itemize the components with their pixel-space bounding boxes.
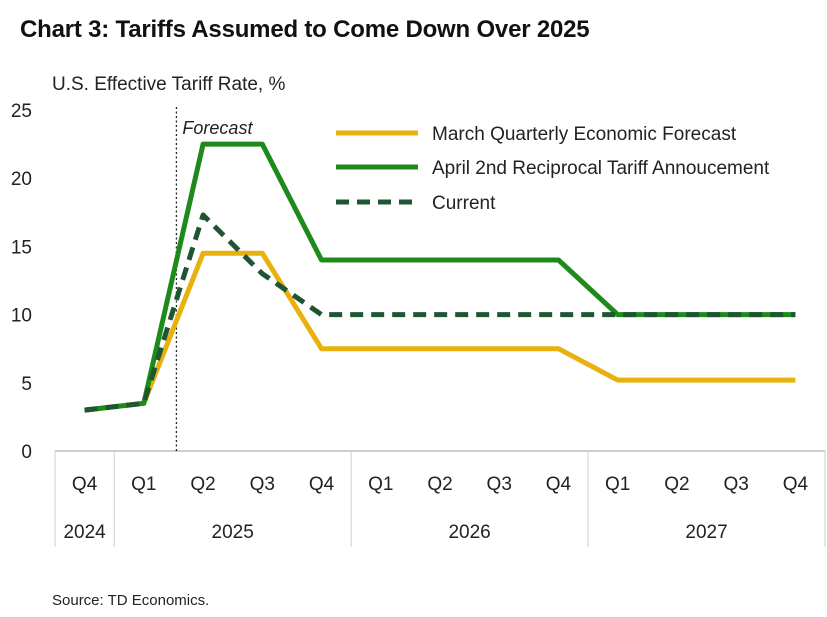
legend-label: April 2nd Reciprocal Tariff Annoucement	[432, 158, 770, 179]
x-tick-label: Q4	[309, 474, 335, 495]
series-line-1	[84, 250, 796, 413]
x-tick-label: Q3	[723, 474, 748, 495]
source-note: Source: TD Economics.	[52, 592, 210, 609]
series-line-3	[84, 212, 796, 413]
year-label: 2024	[63, 522, 106, 543]
y-axis-label: U.S. Effective Tariff Rate, %	[52, 74, 286, 95]
forecast-label: Forecast	[182, 118, 253, 138]
year-label: 2027	[685, 522, 727, 543]
x-tick-label: Q1	[368, 474, 393, 495]
x-tick-label: Q4	[72, 474, 98, 495]
x-tick-label: Q2	[664, 474, 689, 495]
legend-label: Current	[432, 193, 496, 214]
x-tick-label: Q3	[487, 474, 512, 495]
legend-label: March Quarterly Economic Forecast	[432, 124, 737, 145]
y-tick-label: 20	[11, 169, 32, 190]
x-tick-label: Q2	[190, 474, 215, 495]
y-tick-label: 0	[21, 442, 32, 463]
x-tick-label: Q3	[250, 474, 275, 495]
x-tick-label: Q4	[546, 474, 572, 495]
x-tick-label: Q2	[427, 474, 452, 495]
year-label: 2025	[212, 522, 254, 543]
x-tick-label: Q4	[783, 474, 809, 495]
y-tick-label: 5	[21, 374, 32, 395]
x-tick-label: Q1	[605, 474, 630, 495]
chart-title: Chart 3: Tariffs Assumed to Come Down Ov…	[20, 16, 590, 43]
y-tick-label: 15	[11, 237, 32, 258]
x-tick-label: Q1	[131, 474, 156, 495]
year-label: 2026	[448, 522, 490, 543]
y-tick-label: 10	[11, 306, 32, 327]
y-tick-label: 25	[11, 101, 32, 122]
